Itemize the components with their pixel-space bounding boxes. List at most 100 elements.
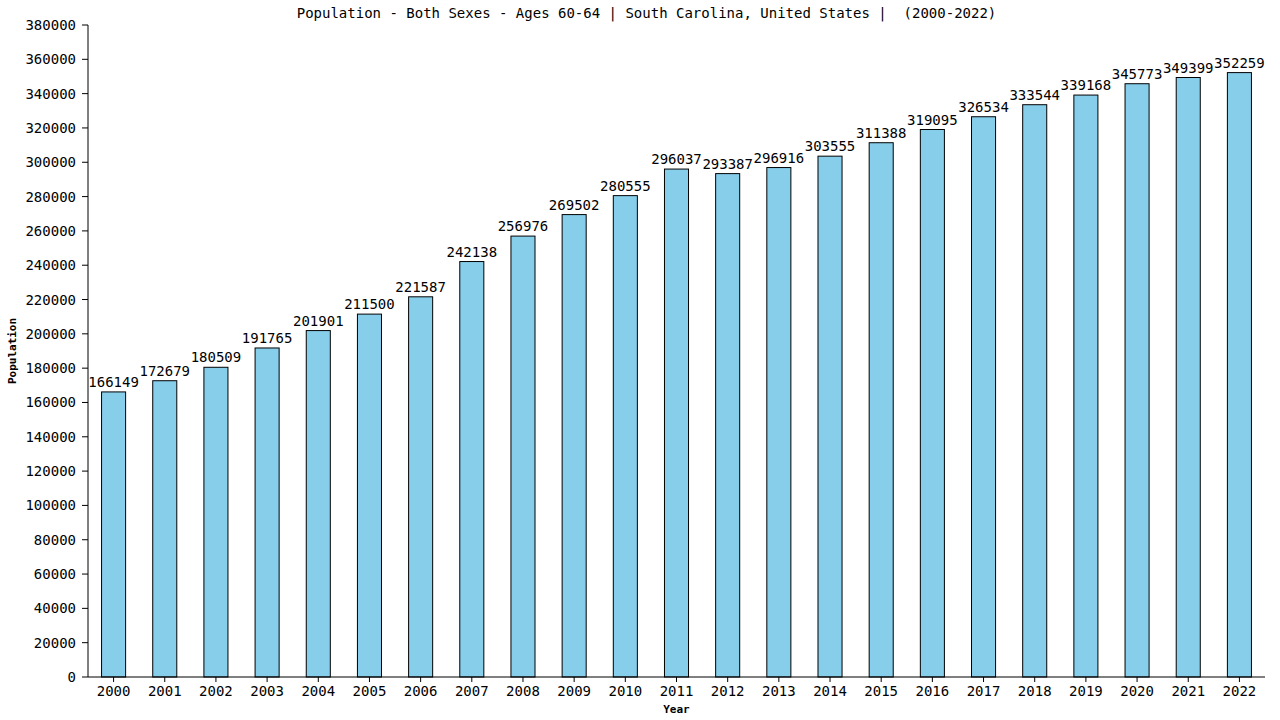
data-label: 339168 [1061, 77, 1112, 93]
data-label: 293387 [702, 156, 753, 172]
x-tick [267, 677, 268, 682]
data-label: 221587 [395, 279, 446, 295]
x-axis [88, 677, 1265, 678]
y-tick-label: 140000 [25, 429, 76, 445]
bar [1125, 84, 1149, 677]
x-tick [676, 677, 677, 682]
data-label: 242138 [447, 244, 498, 260]
y-tick-label: 380000 [25, 17, 76, 33]
x-tick-label: 2005 [353, 683, 387, 699]
y-tick-label: 200000 [25, 326, 76, 342]
x-tick-label: 2012 [711, 683, 745, 699]
title: Population - Both Sexes - Ages 60-64 | S… [297, 5, 997, 22]
data-label: 326534 [958, 99, 1009, 115]
x-tick [318, 677, 319, 682]
bar [716, 174, 740, 677]
x-tick-label: 2022 [1223, 683, 1257, 699]
bar [1074, 95, 1098, 677]
y-tick-label: 360000 [25, 51, 76, 67]
x-tick [1034, 677, 1035, 682]
bar [972, 117, 996, 677]
x-tick [1137, 677, 1138, 682]
x-tick [932, 677, 933, 682]
y-tick [82, 59, 88, 60]
y-tick [82, 333, 88, 334]
x-tick-label: 2020 [1120, 683, 1154, 699]
bar [511, 236, 535, 677]
x-axis-label: Year [663, 703, 690, 716]
y-tick-label: 280000 [25, 189, 76, 205]
y-tick-label: 100000 [25, 497, 76, 513]
data-label: 333544 [1009, 87, 1060, 103]
y-tick-label: 120000 [25, 463, 76, 479]
data-label: 345773 [1112, 66, 1163, 82]
bar [613, 196, 637, 677]
y-tick [82, 265, 88, 266]
x-tick-label: 2021 [1171, 683, 1205, 699]
y-tick [82, 162, 88, 163]
data-label: 269502 [549, 197, 600, 213]
x-tick-label: 2007 [455, 683, 489, 699]
x-tick-label: 2008 [506, 683, 540, 699]
x-tick [164, 677, 165, 682]
x-tick [830, 677, 831, 682]
x-tick [215, 677, 216, 682]
x-tick-label: 2013 [762, 683, 796, 699]
y-axis [88, 25, 89, 677]
y-tick [82, 368, 88, 369]
x-tick [727, 677, 728, 682]
data-label: 296037 [651, 151, 702, 167]
y-tick [82, 93, 88, 94]
data-label: 349399 [1163, 60, 1214, 76]
bar [102, 392, 126, 677]
x-tick [574, 677, 575, 682]
x-tick [778, 677, 779, 682]
y-tick-label: 180000 [25, 360, 76, 376]
data-label: 311388 [856, 125, 907, 141]
bar [920, 130, 944, 677]
x-tick-label: 2002 [199, 683, 233, 699]
y-tick-label: 300000 [25, 154, 76, 170]
y-tick [82, 608, 88, 609]
bar [767, 168, 791, 677]
data-label: 319095 [907, 112, 958, 128]
x-tick-label: 2006 [404, 683, 438, 699]
x-tick-label: 2011 [660, 683, 694, 699]
chart: Population - Both Sexes - Ages 60-64 | S… [0, 0, 1280, 720]
data-label: 211500 [344, 296, 395, 312]
y-tick [82, 539, 88, 540]
x-tick [983, 677, 984, 682]
bar [255, 348, 279, 677]
y-tick [82, 471, 88, 472]
bar [153, 381, 177, 677]
x-tick-label: 2014 [813, 683, 847, 699]
y-tick [82, 127, 88, 128]
x-tick [420, 677, 421, 682]
data-label: 303555 [805, 138, 856, 154]
y-tick-label: 320000 [25, 120, 76, 136]
bar [409, 297, 433, 677]
data-label: 166149 [88, 374, 139, 390]
y-tick [82, 677, 88, 678]
y-tick-label: 260000 [25, 223, 76, 239]
x-tick-label: 2004 [301, 683, 335, 699]
y-tick [82, 574, 88, 575]
y-tick [82, 196, 88, 197]
y-tick-label: 220000 [25, 292, 76, 308]
bar [1023, 105, 1047, 677]
y-axis-label: Population [6, 318, 19, 384]
x-tick-label: 2018 [1018, 683, 1052, 699]
data-label: 296916 [754, 150, 805, 166]
x-tick [1188, 677, 1189, 682]
bar [460, 262, 484, 677]
bar [306, 331, 330, 677]
x-tick-label: 2010 [608, 683, 642, 699]
y-tick-label: 20000 [34, 635, 76, 651]
y-tick-label: 0 [68, 669, 76, 685]
data-label: 256976 [498, 218, 549, 234]
y-tick-label: 340000 [25, 86, 76, 102]
x-tick-label: 2015 [864, 683, 898, 699]
y-tick [82, 299, 88, 300]
bar [1227, 73, 1251, 677]
data-label: 191765 [242, 330, 293, 346]
